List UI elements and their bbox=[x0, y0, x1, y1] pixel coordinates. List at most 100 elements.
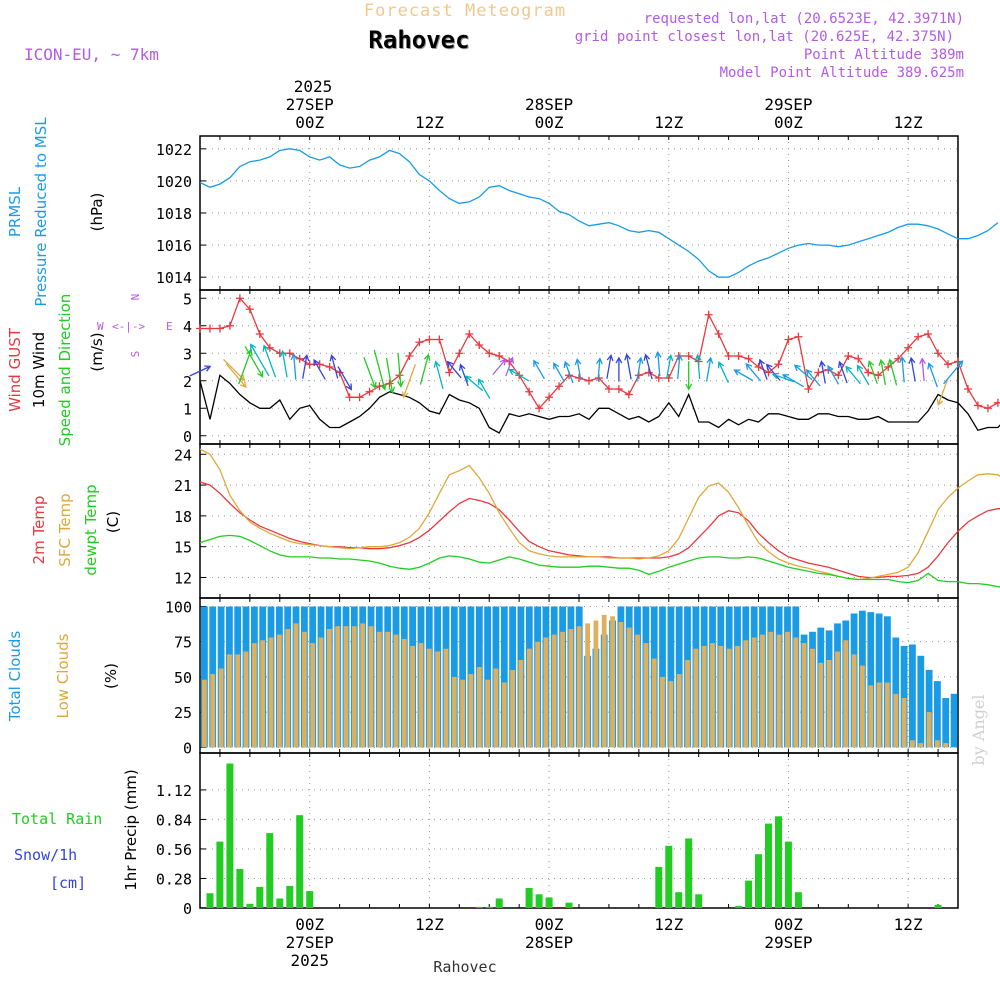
wind-arrow bbox=[225, 363, 247, 389]
wind-arrow bbox=[765, 363, 781, 381]
bar-rain bbox=[735, 905, 743, 908]
gust-marker bbox=[575, 374, 583, 382]
y-tick-label: 3 bbox=[183, 345, 192, 363]
bar-low-cloud bbox=[468, 674, 474, 748]
bar-low-cloud bbox=[651, 658, 657, 748]
bar-low-cloud bbox=[218, 668, 224, 748]
y-axis-label: (%) bbox=[102, 663, 120, 689]
bar-rain bbox=[485, 906, 493, 908]
wind-arrow bbox=[908, 356, 916, 382]
panel-side-label: PRMSL bbox=[6, 186, 24, 237]
bar-low-cloud bbox=[768, 631, 774, 748]
bar-rain bbox=[495, 898, 503, 908]
gust-marker bbox=[245, 305, 254, 314]
compass-arrow: <-|-> bbox=[112, 320, 145, 333]
wind-arrow bbox=[827, 365, 840, 385]
bar-low-cloud bbox=[601, 614, 607, 748]
bar-low-cloud bbox=[252, 643, 257, 748]
wind-arrow bbox=[793, 364, 813, 381]
bar-low-cloud bbox=[760, 634, 765, 748]
wind-arrow bbox=[492, 358, 507, 375]
gust-marker bbox=[993, 398, 1000, 407]
snow-label: Snow/1h bbox=[14, 846, 77, 864]
wind-arrow bbox=[563, 360, 574, 384]
wind-arrow bbox=[666, 353, 674, 379]
compass-w: W bbox=[97, 320, 104, 333]
wind-arrow bbox=[781, 374, 805, 388]
gust-marker bbox=[704, 310, 713, 319]
bar-low-cloud bbox=[568, 629, 574, 748]
gust-marker bbox=[415, 338, 424, 347]
series-prmsl bbox=[199, 148, 999, 278]
bar-rain bbox=[286, 885, 294, 908]
bar-low-cloud bbox=[818, 662, 824, 748]
bar-rain bbox=[675, 892, 683, 908]
bar-total-cloud bbox=[667, 606, 675, 748]
gust-marker bbox=[255, 330, 264, 338]
bar-low-cloud bbox=[501, 682, 507, 748]
wind-arrow bbox=[624, 353, 632, 380]
bar-total-cloud bbox=[917, 655, 925, 748]
bar-rain bbox=[794, 892, 802, 908]
y-tick-label: 50 bbox=[174, 669, 192, 687]
gust-marker bbox=[405, 352, 414, 360]
panel-side-label: Wind GUST bbox=[6, 327, 24, 412]
time-label-bottom: 28SEP bbox=[525, 933, 573, 952]
bar-total-cloud bbox=[942, 698, 950, 748]
gust-marker bbox=[764, 368, 773, 377]
gust-marker bbox=[774, 360, 783, 369]
bar-rain bbox=[206, 893, 214, 908]
wind-arrow bbox=[553, 362, 565, 382]
gust-marker bbox=[983, 404, 992, 413]
bar-rain bbox=[655, 866, 663, 908]
bar-rain bbox=[765, 823, 772, 908]
panel-precipitation: 0.28 0.56 0.84 1.12 0 Total Rain Snow/1h [cm] 1h… bbox=[12, 752, 959, 918]
wind-arrow bbox=[771, 372, 795, 383]
gust-marker bbox=[535, 404, 544, 413]
bar-total-cloud bbox=[867, 612, 875, 748]
gust-marker bbox=[744, 354, 753, 363]
wind-arrow bbox=[363, 357, 377, 389]
y-tick-label: 0 bbox=[183, 900, 192, 918]
compass-n: N bbox=[129, 294, 142, 301]
wind-arrow bbox=[685, 361, 693, 391]
bar-low-cloud bbox=[576, 626, 582, 748]
bar-low-cloud bbox=[901, 698, 907, 748]
bar-low-cloud bbox=[493, 668, 499, 748]
bar-total-cloud bbox=[884, 616, 891, 748]
bar-low-cloud bbox=[660, 676, 665, 748]
top-year: 2025 bbox=[294, 77, 333, 96]
gust-marker bbox=[555, 382, 564, 391]
bar-low-cloud bbox=[835, 651, 840, 748]
wind-arrow bbox=[856, 364, 870, 386]
bar-low-cloud bbox=[918, 743, 924, 748]
bar-low-cloud bbox=[710, 643, 715, 748]
compass-s: S bbox=[129, 351, 142, 358]
bar-low-cloud bbox=[368, 626, 374, 748]
bar-rain bbox=[665, 845, 673, 908]
bar-low-cloud bbox=[943, 743, 949, 748]
wind-arrow bbox=[733, 369, 754, 382]
bar-low-cloud bbox=[435, 651, 440, 748]
point-altitude: Point Altitude 389m bbox=[804, 47, 964, 63]
watermark: by Angel bbox=[969, 694, 988, 765]
y-tick-label: 1014 bbox=[156, 269, 192, 287]
y-tick-label: 75 bbox=[174, 634, 192, 652]
wind-arrow bbox=[675, 353, 683, 379]
gust-marker bbox=[624, 390, 633, 399]
bar-low-cloud bbox=[810, 648, 815, 748]
wind-arrow bbox=[189, 365, 212, 377]
bar-rain bbox=[246, 903, 254, 908]
bar-low-cloud bbox=[360, 623, 366, 748]
y-tick-label: 1020 bbox=[156, 173, 192, 191]
bar-low-cloud bbox=[210, 674, 216, 748]
y-tick-label: 0 bbox=[183, 428, 192, 446]
time-label-bottom: 00Z bbox=[774, 915, 803, 934]
bar-low-cloud bbox=[235, 654, 241, 748]
bar-low-cloud bbox=[876, 682, 882, 748]
bar-low-cloud bbox=[718, 645, 724, 748]
wind-arrow bbox=[818, 360, 826, 384]
rain-label: Total Rain bbox=[12, 810, 102, 828]
y-tick-label: 1 bbox=[183, 400, 192, 418]
